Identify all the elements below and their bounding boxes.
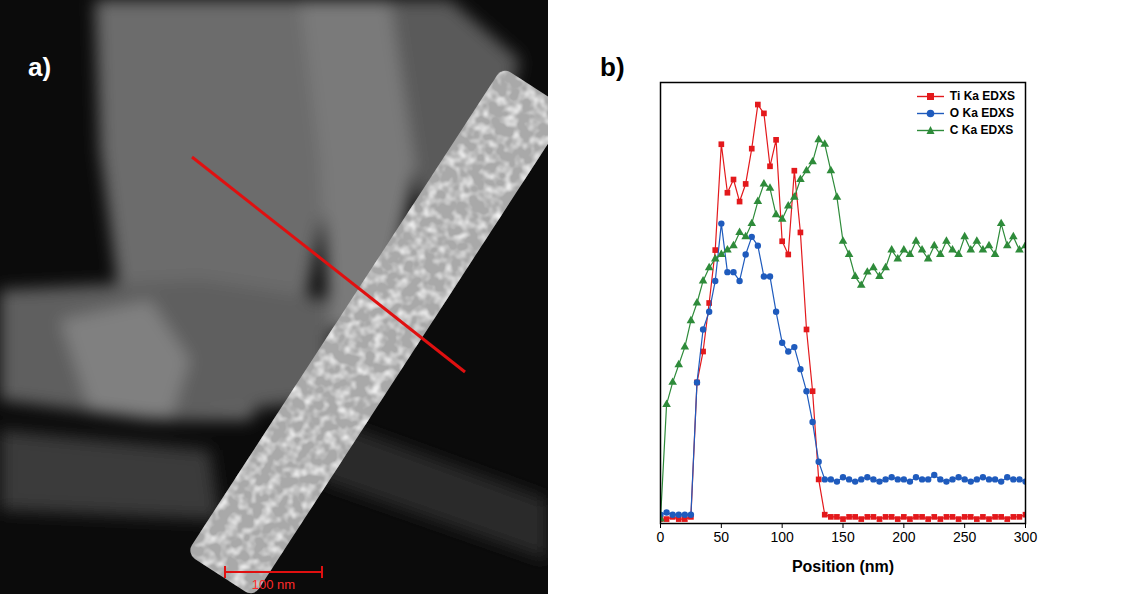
- html-text:C Ka EDXS: C Ka EDXS: [949, 123, 1014, 137]
- svg-text:Position (nm): Position (nm): [792, 558, 894, 575]
- html-text:O Ka EDXS: O Ka EDXS: [949, 106, 1014, 120]
- svg-text:150: 150: [831, 529, 855, 545]
- svg-text:300: 300: [1014, 529, 1038, 545]
- svg-text:50: 50: [714, 529, 730, 545]
- html-text:b): b): [600, 52, 625, 82]
- html-text:a): a): [28, 52, 52, 82]
- svg-text:200: 200: [892, 529, 916, 545]
- svg-text:0: 0: [657, 529, 665, 545]
- svg-text:100 nm: 100 nm: [252, 577, 295, 592]
- svg-text:100: 100: [770, 529, 794, 545]
- html-text:Ti Ka EDXS: Ti Ka EDXS: [949, 89, 1015, 103]
- svg-text:250: 250: [953, 529, 977, 545]
